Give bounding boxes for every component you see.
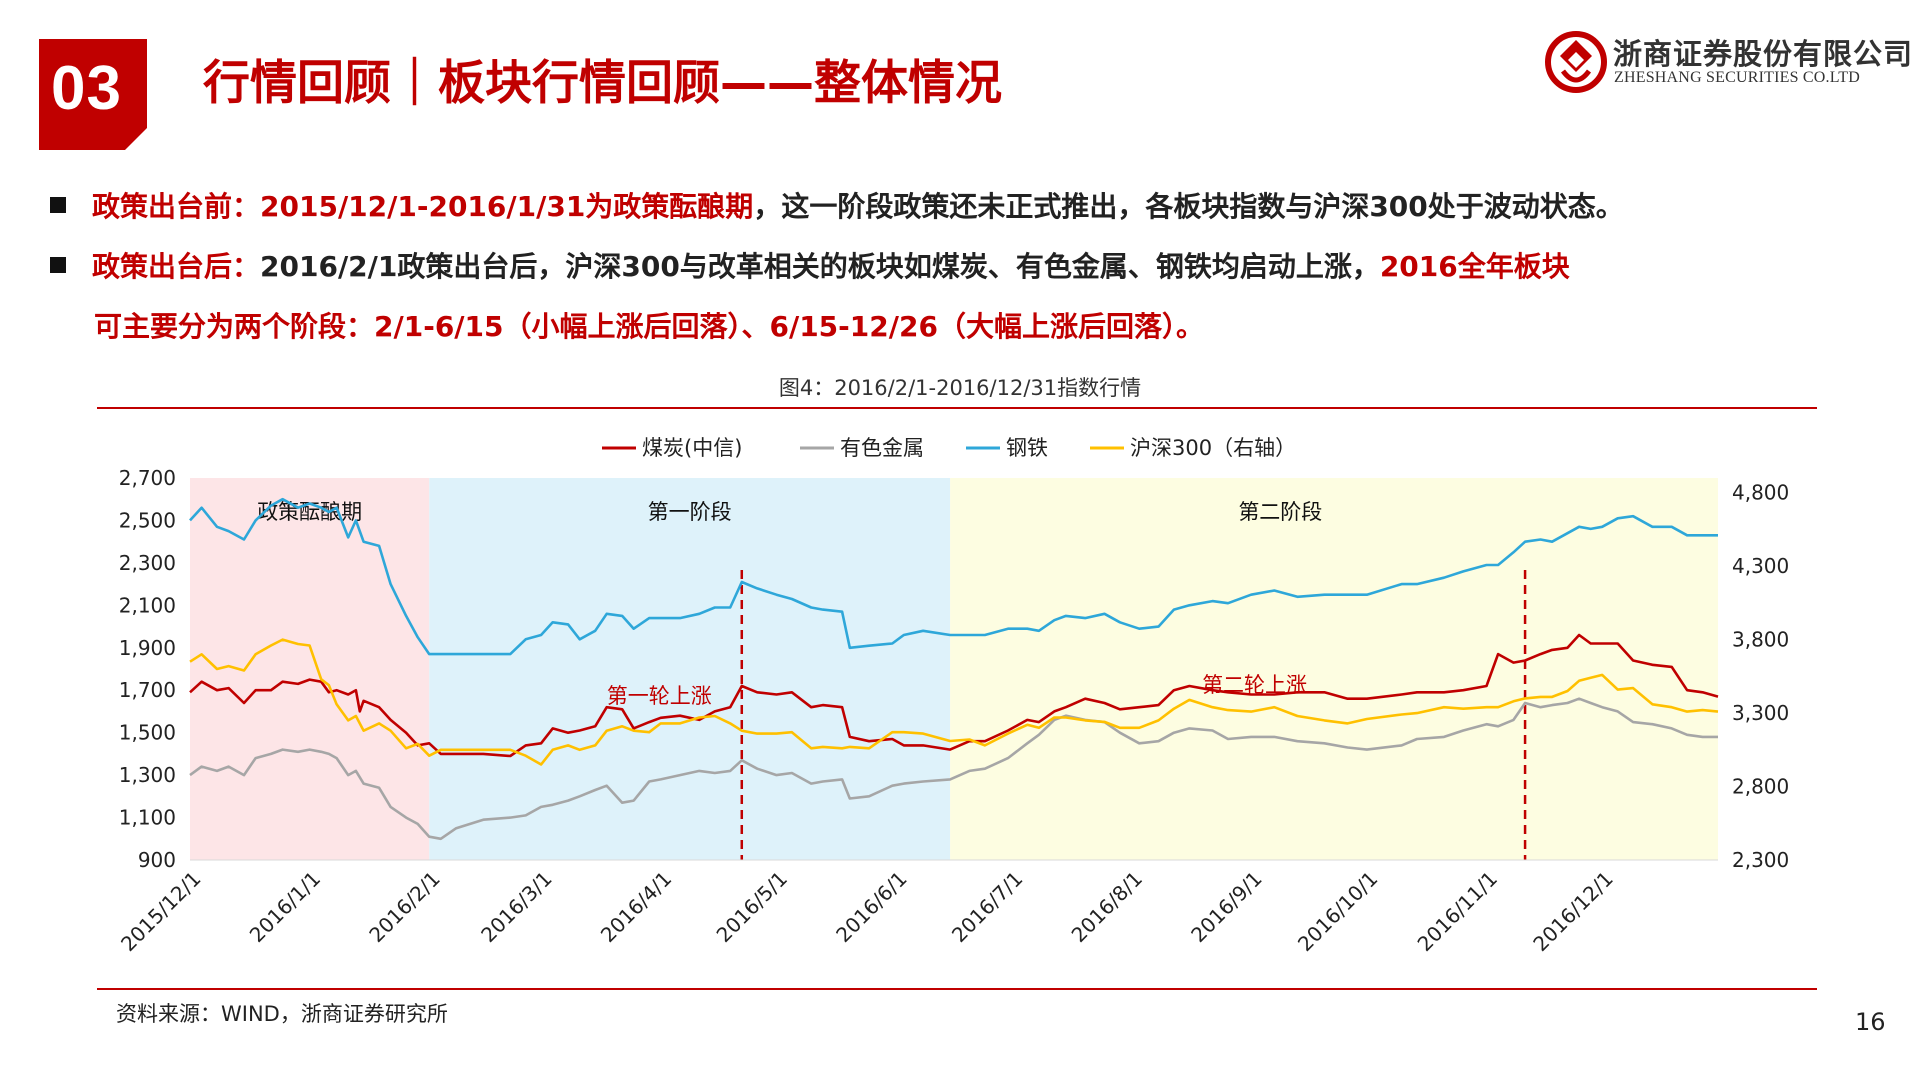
bullet-text: 2016/2/1政策出台后，沪深300与改革相关的板块如煤炭、有色金属、钢铁均启… [260, 250, 1380, 283]
x-tick-label: 2016/12/1 [1528, 867, 1617, 956]
y-left-tick-label: 900 [138, 848, 176, 872]
phase-label: 第二阶段 [1238, 500, 1322, 524]
y-right-tick-label: 2,800 [1732, 775, 1789, 799]
x-tick-label: 2016/7/1 [947, 867, 1027, 947]
figure-caption: 图4：2016/2/1-2016/12/31指数行情 [778, 376, 1142, 400]
y-right-tick-label: 3,300 [1732, 701, 1789, 725]
hs300-series-line [189, 638, 1719, 766]
rally-label: 第一轮上涨 [607, 684, 712, 708]
legend-label: 煤炭(中信) [642, 436, 742, 460]
x-tick-label: 2016/11/1 [1413, 867, 1502, 956]
x-tick-label: 2016/2/1 [364, 867, 444, 947]
legend-label: 有色金属 [840, 436, 924, 460]
y-left-tick-label: 1,500 [119, 721, 176, 745]
source-rule [97, 988, 1817, 990]
bullet-highlight: 2016全年板块 [1379, 250, 1570, 283]
phase-region [429, 478, 951, 860]
section-badge: 03 [39, 39, 147, 150]
x-tick-label: 2016/9/1 [1186, 867, 1266, 947]
logo-chinese-name: 浙商证券股份有限公司 [1613, 37, 1914, 71]
y-left-tick-label: 2,500 [119, 508, 176, 532]
legend-label: 沪深300（右轴） [1130, 436, 1296, 460]
x-tick-label: 2016/5/1 [712, 867, 792, 947]
x-tick-label: 2016/3/1 [476, 867, 556, 947]
company-logo: 浙商证券股份有限公司 ZHESHANG SECURITIES CO.LTD [1545, 27, 1912, 97]
bullet-policy-before: 政策出台前：2015/12/1-2016/1/31为政策酝酿期，这一阶段政策还未… [50, 185, 1624, 225]
y-left-tick-label: 1,900 [119, 636, 176, 660]
x-tick-label: 2016/10/1 [1293, 867, 1382, 956]
bullet-square-icon [50, 197, 66, 213]
x-tick-label: 2016/8/1 [1067, 867, 1147, 947]
coal-series-line [189, 633, 1719, 758]
y-left-tick-label: 1,700 [119, 678, 176, 702]
y-left-tick-label: 1,300 [119, 763, 176, 787]
bullet-text: ，这一阶段政策还未正式推出，各板块指数与沪深300处于波动状态。 [753, 190, 1624, 223]
source-note: 资料来源：WIND，浙商证券研究所 [116, 1002, 448, 1026]
y-right-tick-label: 3,800 [1732, 628, 1789, 652]
bullet-label: 政策出台后： [92, 250, 261, 283]
steel-series-line [189, 497, 1718, 656]
y-right-tick-label: 2,300 [1732, 848, 1789, 872]
bullet-highlight: 2015/12/1-2016/1/31为政策酝酿期 [260, 190, 754, 223]
bullet-policy-after: 政策出台后：2016/2/1政策出台后，沪深300与改革相关的板块如煤炭、有色金… [50, 245, 1570, 285]
page-number: 16 [1855, 1008, 1886, 1036]
y-right-tick-label: 4,300 [1732, 554, 1789, 578]
bullet-square-icon [50, 257, 66, 273]
zheshang-logo-icon [1545, 31, 1607, 93]
page-title: 行情回顾｜板块行情回顾——整体情况 [203, 56, 1002, 111]
x-tick-label: 2016/4/1 [596, 867, 676, 947]
y-left-tick-label: 2,100 [119, 593, 176, 617]
legend-label: 钢铁 [1006, 436, 1048, 460]
phase-region [190, 478, 430, 860]
y-left-tick-label: 1,100 [119, 806, 176, 830]
bullet-label: 政策出台前： [92, 190, 261, 223]
section-badge-corner [125, 128, 147, 150]
bullet-policy-after-line2: 可主要分为两个阶段：2/1-6/15（小幅上涨后回落）、6/15-12/26（大… [94, 310, 1204, 343]
phase-region [950, 478, 1718, 860]
y-right-tick-label: 4,800 [1732, 481, 1789, 505]
x-tick-label: 2016/1/1 [245, 867, 325, 947]
x-tick-label: 2016/6/1 [831, 867, 911, 947]
logo-english-name: ZHESHANG SECURITIES CO.LTD [1614, 69, 1860, 86]
y-left-tick-label: 2,700 [119, 466, 176, 490]
nonferrous-series-line [189, 697, 1718, 841]
section-number: 03 [51, 54, 122, 123]
y-left-tick-label: 2,300 [119, 551, 176, 575]
x-tick-label: 2015/12/1 [116, 867, 205, 956]
phase-label: 第一阶段 [648, 500, 732, 524]
caption-rule [97, 407, 1817, 409]
